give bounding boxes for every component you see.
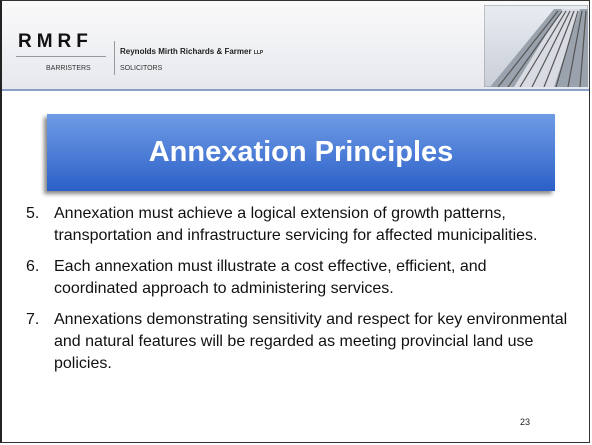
header: RMRF BARRISTERS Reynolds Mirth Richards …: [2, 1, 589, 91]
building-image: [484, 5, 588, 87]
slide: RMRF BARRISTERS Reynolds Mirth Richards …: [0, 0, 590, 443]
list-item: 6.Each annexation must illustrate a cost…: [26, 256, 574, 299]
item-text: Annexations demonstrating sensitivity an…: [54, 309, 574, 374]
item-number: 7.: [26, 309, 54, 374]
item-number: 6.: [26, 256, 54, 299]
logo: RMRF: [18, 31, 93, 53]
principles-list: 5.Annexation must achieve a logical exte…: [26, 203, 574, 384]
firm-name: Reynolds Mirth Richards & Farmer LLP: [120, 47, 263, 56]
firm-suffix: LLP: [254, 50, 263, 56]
item-text: Annexation must achieve a logical extens…: [54, 203, 574, 246]
slide-title: Annexation Principles: [149, 136, 454, 169]
tagline: SOLICITORS: [120, 65, 162, 72]
page-number: 23: [520, 417, 530, 427]
list-item: 5.Annexation must achieve a logical exte…: [26, 203, 574, 246]
firm-name-text: Reynolds Mirth Richards & Farmer: [120, 47, 252, 56]
title-box: Annexation Principles: [47, 114, 555, 191]
item-number: 5.: [26, 203, 54, 246]
item-text: Each annexation must illustrate a cost e…: [54, 256, 574, 299]
divider: [114, 41, 115, 75]
logo-rule: [16, 56, 106, 57]
list-item: 7.Annexations demonstrating sensitivity …: [26, 309, 574, 374]
tagline: BARRISTERS: [46, 65, 91, 72]
